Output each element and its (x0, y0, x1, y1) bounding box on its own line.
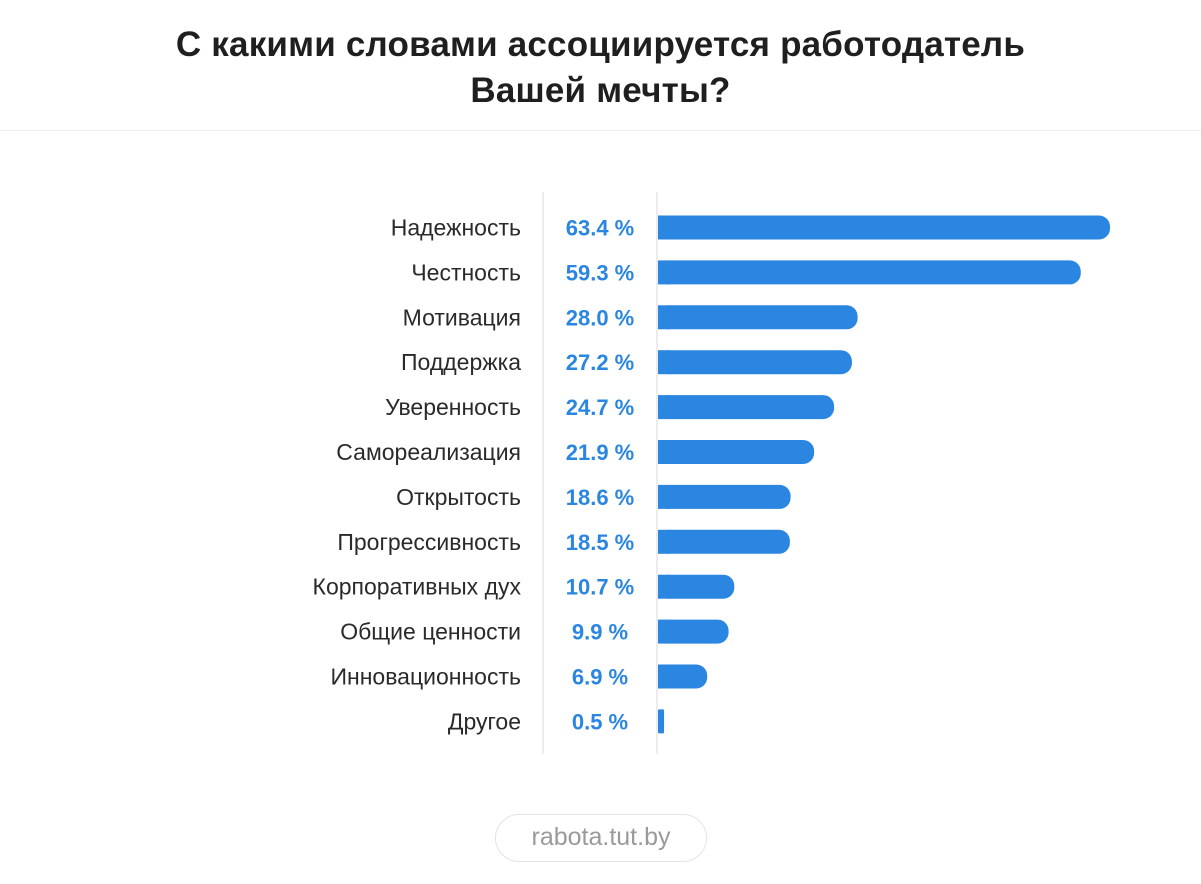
bar-base (658, 574, 670, 599)
bar-base (658, 350, 670, 375)
value-label: 6.9 % (572, 665, 628, 690)
value-label: 9.9 % (572, 620, 628, 645)
category-label: Самореализация (336, 439, 521, 465)
value-label: 28.0 % (566, 305, 635, 330)
category-label: Уверенность (385, 394, 521, 420)
bar-base (658, 395, 670, 420)
bar (658, 395, 835, 420)
bar (658, 305, 858, 330)
source-badge[interactable]: rabota.tut.by (495, 814, 707, 862)
bar (658, 440, 815, 464)
value-label: 0.5 % (572, 709, 628, 734)
value-label: 18.6 % (566, 485, 635, 510)
bar-base (658, 664, 670, 689)
value-label: 21.9 % (566, 440, 635, 465)
value-label: 24.7 % (566, 395, 635, 420)
category-label: Общие ценности (340, 619, 521, 645)
category-label: Другое (448, 708, 521, 734)
bar-base (658, 260, 670, 285)
chart-rows: Надежность 63.4 % Честность 59.3 % Мотивация… (313, 215, 1110, 734)
category-label: Надежность (391, 215, 521, 241)
chart-title-line-2: Вашей мечты? (470, 71, 731, 110)
category-label: Открытость (396, 484, 521, 510)
category-label: Честность (411, 259, 521, 285)
bar (658, 664, 708, 689)
value-label: 59.3 % (566, 260, 635, 285)
bar (658, 574, 735, 599)
chart-title-line-1: С какими словами ассоциируется работодат… (175, 25, 1026, 64)
bar (658, 350, 852, 375)
bar (658, 529, 790, 554)
title-divider (0, 130, 1201, 131)
category-label: Прогрессивность (337, 529, 521, 555)
bar (658, 709, 664, 734)
bar-base (658, 215, 670, 240)
bar-base (658, 440, 670, 464)
value-label: 63.4 % (566, 216, 635, 241)
category-label: Корпоративных дух (313, 574, 522, 600)
value-label: 18.5 % (566, 530, 635, 555)
value-label: 27.2 % (566, 350, 635, 375)
bar-base (658, 305, 670, 330)
value-label: 10.7 % (566, 575, 635, 600)
bar-base (658, 529, 670, 554)
bar (658, 619, 729, 644)
bar (658, 484, 791, 509)
bar-base (658, 484, 670, 509)
bar (658, 260, 1081, 285)
category-label: Поддержка (401, 349, 521, 375)
category-label: Мотивация (403, 304, 521, 330)
category-label: Инновационность (330, 664, 521, 690)
chart-title: С какими словами ассоциируется работодат… (0, 22, 1201, 114)
bar-base (658, 619, 670, 644)
bar (658, 215, 1110, 240)
